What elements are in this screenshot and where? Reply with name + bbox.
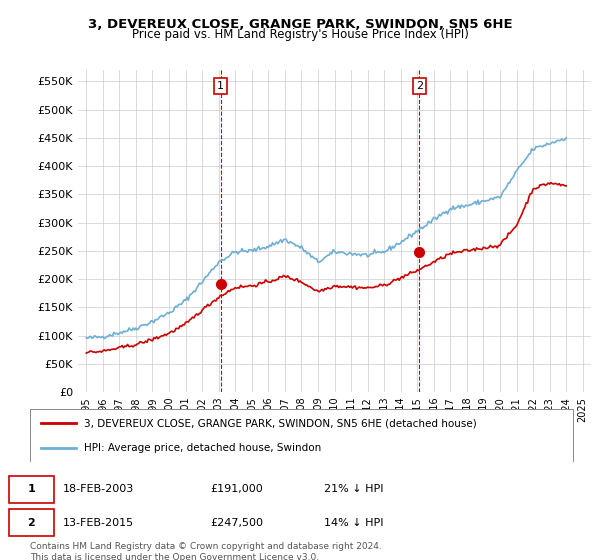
Text: HPI: Average price, detached house, Swindon: HPI: Average price, detached house, Swin… xyxy=(85,442,322,452)
Text: Contains HM Land Registry data © Crown copyright and database right 2024.
This d: Contains HM Land Registry data © Crown c… xyxy=(30,543,382,560)
FancyBboxPatch shape xyxy=(9,509,54,536)
Text: 3, DEVEREUX CLOSE, GRANGE PARK, SWINDON, SN5 6HE: 3, DEVEREUX CLOSE, GRANGE PARK, SWINDON,… xyxy=(88,18,512,31)
Text: 13-FEB-2015: 13-FEB-2015 xyxy=(63,518,134,528)
Text: 2: 2 xyxy=(416,81,423,91)
Text: 3, DEVEREUX CLOSE, GRANGE PARK, SWINDON, SN5 6HE (detached house): 3, DEVEREUX CLOSE, GRANGE PARK, SWINDON,… xyxy=(85,419,477,429)
Text: £247,500: £247,500 xyxy=(210,518,263,528)
Text: 21% ↓ HPI: 21% ↓ HPI xyxy=(324,484,383,494)
Text: 14% ↓ HPI: 14% ↓ HPI xyxy=(324,518,383,528)
Text: 1: 1 xyxy=(28,484,35,494)
Text: 2: 2 xyxy=(28,518,35,528)
Text: £191,000: £191,000 xyxy=(210,484,263,494)
Text: 18-FEB-2003: 18-FEB-2003 xyxy=(63,484,134,494)
Text: Price paid vs. HM Land Registry's House Price Index (HPI): Price paid vs. HM Land Registry's House … xyxy=(131,28,469,41)
FancyBboxPatch shape xyxy=(9,476,54,503)
Text: 1: 1 xyxy=(217,81,224,91)
